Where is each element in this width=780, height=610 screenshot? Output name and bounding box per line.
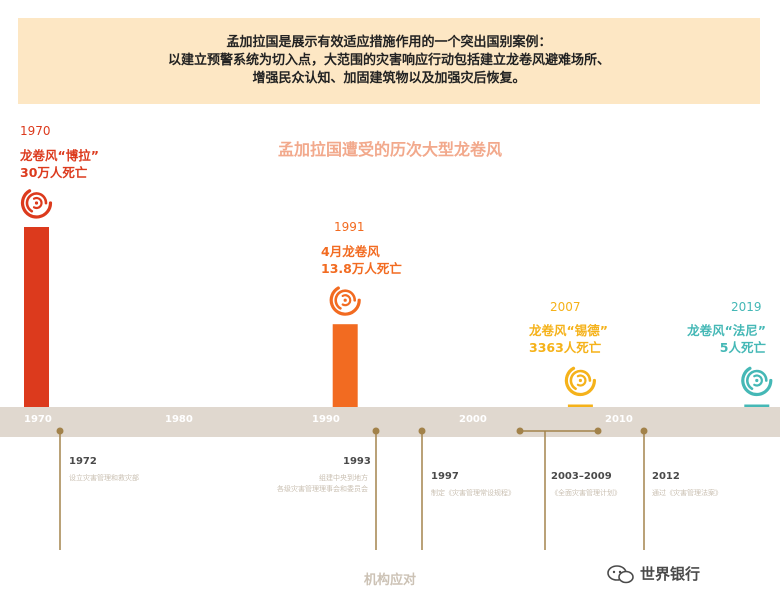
bar-1970 [24,227,49,407]
cyclone-name: 龙卷风“博拉” [20,148,99,163]
cyclone-name: 龙卷风“法尼” [687,323,766,338]
event-year-2012: 2012 [652,471,680,482]
cyclone-deaths: 3363人死亡 [529,340,602,355]
event-year-1993: 1993 [343,456,371,467]
event-desc-1972: 设立灾害管理和救灾部 [69,473,139,484]
event-desc-1993: 组建中央到地方 各级灾害管理理事会和委员会 [277,473,368,495]
bar-2007 [567,404,593,407]
event-dot-2012 [640,427,648,435]
axis-tick-1980: 1980 [165,414,193,425]
event-desc-line: 组建中央到地方 [319,474,368,482]
wechat-icon [607,565,634,584]
event-desc-line: 通过《灾害管理法案》 [652,489,722,497]
cyclone-deaths: 30万人死亡 [20,165,88,180]
event-dot-2003 [516,427,524,435]
axis-tick-2010: 2010 [605,414,633,425]
banner-line-1: 孟加拉国是展示有效适应措施作用的一个突出国别案例： [226,35,552,50]
event-year-1972: 1972 [69,456,97,467]
cyclone-label-1970: 龙卷风“博拉” 30万人死亡 [20,147,99,181]
cyclone-label-2019: 龙卷风“法尼” 5人死亡 [687,322,766,356]
banner-line-2: 以建立预警系统为切入点，大范围的灾害响应行动包括建立龙卷风避难场所、 [167,53,610,68]
bar-2019 [744,404,770,407]
axis-tick-2000: 2000 [459,414,487,425]
event-dot-1997 [418,427,426,435]
event-dot-1993 [372,427,380,435]
axis-tick-1970: 1970 [24,414,52,425]
cyclone-icon-1991 [329,286,361,316]
cyclone-year-2007: 2007 [550,300,581,314]
watermark-text: 世界银行 [640,565,701,583]
cyclone-year-2019: 2019 [731,300,762,314]
cyclone-deaths: 5人死亡 [719,340,766,355]
event-dot-1972 [56,427,64,435]
cyclone-icon-2007 [564,366,596,397]
event-desc-line: 制定《灾害管理常设规程》 [431,489,515,497]
event-desc-2012: 通过《灾害管理法案》 [652,488,722,499]
event-desc-line: 《全面灾害管理计划》 [551,489,621,497]
cyclone-name: 4月龙卷风 [321,244,380,259]
event-year-1997: 1997 [431,471,459,482]
axis-tick-1990: 1990 [312,414,340,425]
event-dot-2009 [594,427,602,435]
chart-title: 孟加拉国遭受的历次大型龙卷风 [277,140,502,159]
intro-banner: 孟加拉国是展示有效适应措施作用的一个突出国别案例： 以建立预警系统为切入点，大范… [18,18,760,104]
cyclone-icon-1970 [20,189,53,219]
event-desc-line: 设立灾害管理和救灾部 [69,474,139,482]
event-desc-2003-2009: 《全面灾害管理计划》 [551,488,621,499]
bar-1991 [332,324,358,407]
cyclone-name: 龙卷风“锡德” [529,323,608,338]
footer-label: 机构应对 [363,573,416,588]
cyclone-label-2007: 龙卷风“锡德” 3363人死亡 [529,322,608,356]
event-desc-1997: 制定《灾害管理常设规程》 [431,488,515,499]
cyclone-deaths: 13.8万人死亡 [321,261,402,276]
timeline-axis-band [0,407,780,437]
cyclone-icon-2019 [741,366,773,397]
event-year-2003-2009: 2003–2009 [551,471,612,482]
cyclone-year-1991: 1991 [334,220,365,234]
event-desc-line: 各级灾害管理理事会和委员会 [277,485,368,493]
banner-line-3: 增强民众认知、加固建筑物以及加强灾后恢复。 [252,71,526,86]
cyclone-label-1991: 4月龙卷风 13.8万人死亡 [321,243,402,277]
cyclone-year-1970: 1970 [20,124,51,138]
